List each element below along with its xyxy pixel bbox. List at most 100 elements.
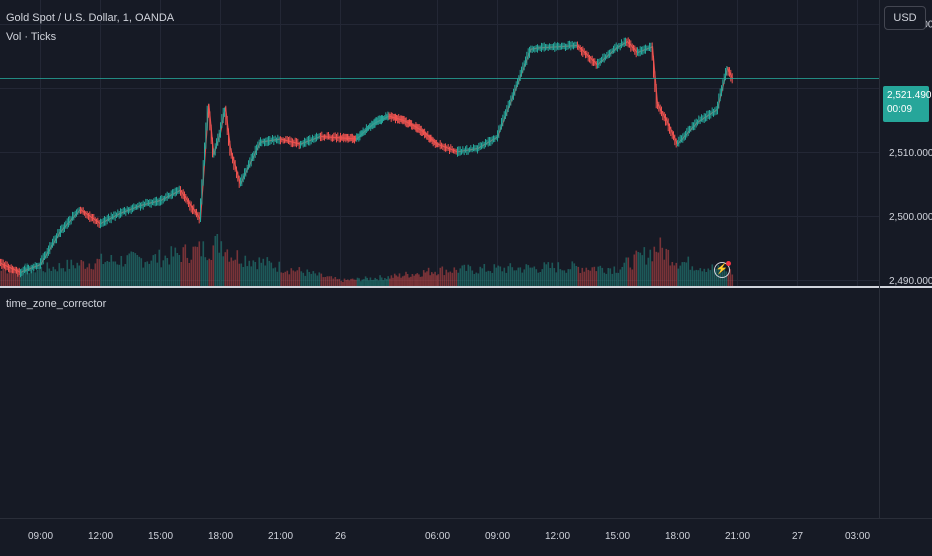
volume-bar: [494, 264, 496, 286]
volume-bar: [644, 247, 646, 286]
volume-bar: [502, 271, 504, 286]
volume-bar: [350, 279, 352, 286]
volume-bar: [394, 274, 396, 286]
volume-bar: [211, 260, 213, 286]
time-tick-label: 21:00: [268, 531, 293, 542]
volume-bar: [570, 269, 572, 286]
volume-bar: [199, 241, 201, 286]
price-point: [60, 231, 61, 232]
price-point: [597, 64, 598, 65]
volume-bar: [696, 270, 698, 286]
volume-bar: [708, 269, 710, 287]
volume-bar: [728, 274, 730, 286]
volume-bar: [281, 272, 283, 286]
volume-bar: [712, 264, 714, 286]
volume-bar: [564, 270, 566, 286]
volume-bar: [530, 268, 532, 286]
time-tick-label: 06:00: [425, 531, 450, 542]
volume-bar: [460, 268, 462, 286]
volume-bar: [516, 270, 518, 286]
volume-bar: [231, 258, 233, 287]
volume-bar: [279, 262, 281, 286]
volume-bar: [63, 268, 65, 286]
volume-bar: [522, 273, 524, 286]
volume-bar: [11, 272, 13, 287]
volume-bar: [165, 256, 167, 286]
volume-bar: [41, 267, 43, 286]
volume-legend[interactable]: Vol · Ticks: [6, 31, 56, 43]
volume-bar: [500, 267, 502, 287]
volume-bar: [179, 255, 181, 286]
volume-bar: [397, 277, 399, 286]
price-point: [627, 41, 628, 42]
volume-bar: [444, 275, 446, 286]
volume-bar: [169, 265, 171, 287]
volume-bar: [145, 262, 147, 286]
volume-bar: [518, 268, 520, 286]
symbol-title[interactable]: Gold Spot / U.S. Dollar, 1, OANDA: [6, 12, 174, 24]
volume-bar: [405, 272, 407, 286]
volume-bar: [217, 234, 219, 286]
main-chart-pane[interactable]: [0, 0, 880, 287]
volume-bar: [614, 267, 616, 287]
price-point: [140, 205, 141, 206]
volume-bar: [600, 266, 602, 286]
time-tick-label: 03:00: [845, 531, 870, 542]
time-tick-label: 12:00: [88, 531, 113, 542]
volume-bar: [283, 273, 285, 286]
volume-bar: [87, 267, 89, 286]
volume-bar: [197, 247, 199, 286]
volume-bar: [466, 271, 468, 286]
time-tick-label: 09:00: [485, 531, 510, 542]
volume-bar: [620, 270, 622, 287]
volume-bar: [95, 263, 97, 286]
volume-bar: [498, 266, 500, 286]
volume-bar: [417, 273, 419, 286]
last-price-tag: 2,521.490 00:09: [883, 86, 929, 122]
volume-bar: [532, 268, 534, 286]
indicator-pane[interactable]: time_zone_corrector: [0, 288, 880, 518]
price-point: [213, 154, 214, 155]
volume-bar: [624, 263, 626, 286]
currency-button[interactable]: USD: [884, 6, 926, 30]
volume-bar: [646, 265, 648, 286]
volume-bar: [127, 255, 129, 286]
volume-bar: [606, 274, 608, 286]
volume-bar: [189, 263, 191, 286]
volume-bar: [474, 274, 476, 286]
volume-bar: [386, 279, 388, 286]
volume-bar: [612, 274, 614, 286]
indicator-label[interactable]: time_zone_corrector: [6, 298, 106, 310]
volume-bar: [285, 272, 287, 286]
volume-bar: [51, 271, 53, 286]
volume-bar: [640, 253, 642, 286]
volume-bar: [159, 250, 161, 286]
volume-bar: [408, 278, 410, 287]
volume-bar: [678, 269, 680, 286]
volume-bar: [225, 252, 227, 286]
volume-bar: [404, 276, 406, 286]
volume-bar: [632, 270, 634, 287]
volume-bar: [185, 244, 187, 286]
volume-bar: [269, 261, 271, 286]
volume-bar: [191, 260, 193, 286]
volume-bar: [592, 267, 594, 286]
volume-bar: [329, 276, 331, 286]
volume-bar: [175, 248, 177, 286]
volume-bar: [321, 274, 323, 286]
volume-bar: [207, 260, 209, 286]
volume-bar: [574, 263, 576, 286]
volume-bar: [476, 273, 478, 286]
volume-bar: [582, 268, 584, 286]
volume-bar: [402, 276, 404, 286]
volume-bar: [536, 269, 538, 286]
price-point: [530, 49, 531, 50]
price-chart[interactable]: [0, 0, 880, 287]
volume-bar: [420, 277, 422, 286]
volume-bar: [117, 264, 119, 286]
volume-bar: [157, 263, 159, 286]
volume-bar: [133, 252, 135, 286]
volume-bar: [400, 278, 402, 286]
